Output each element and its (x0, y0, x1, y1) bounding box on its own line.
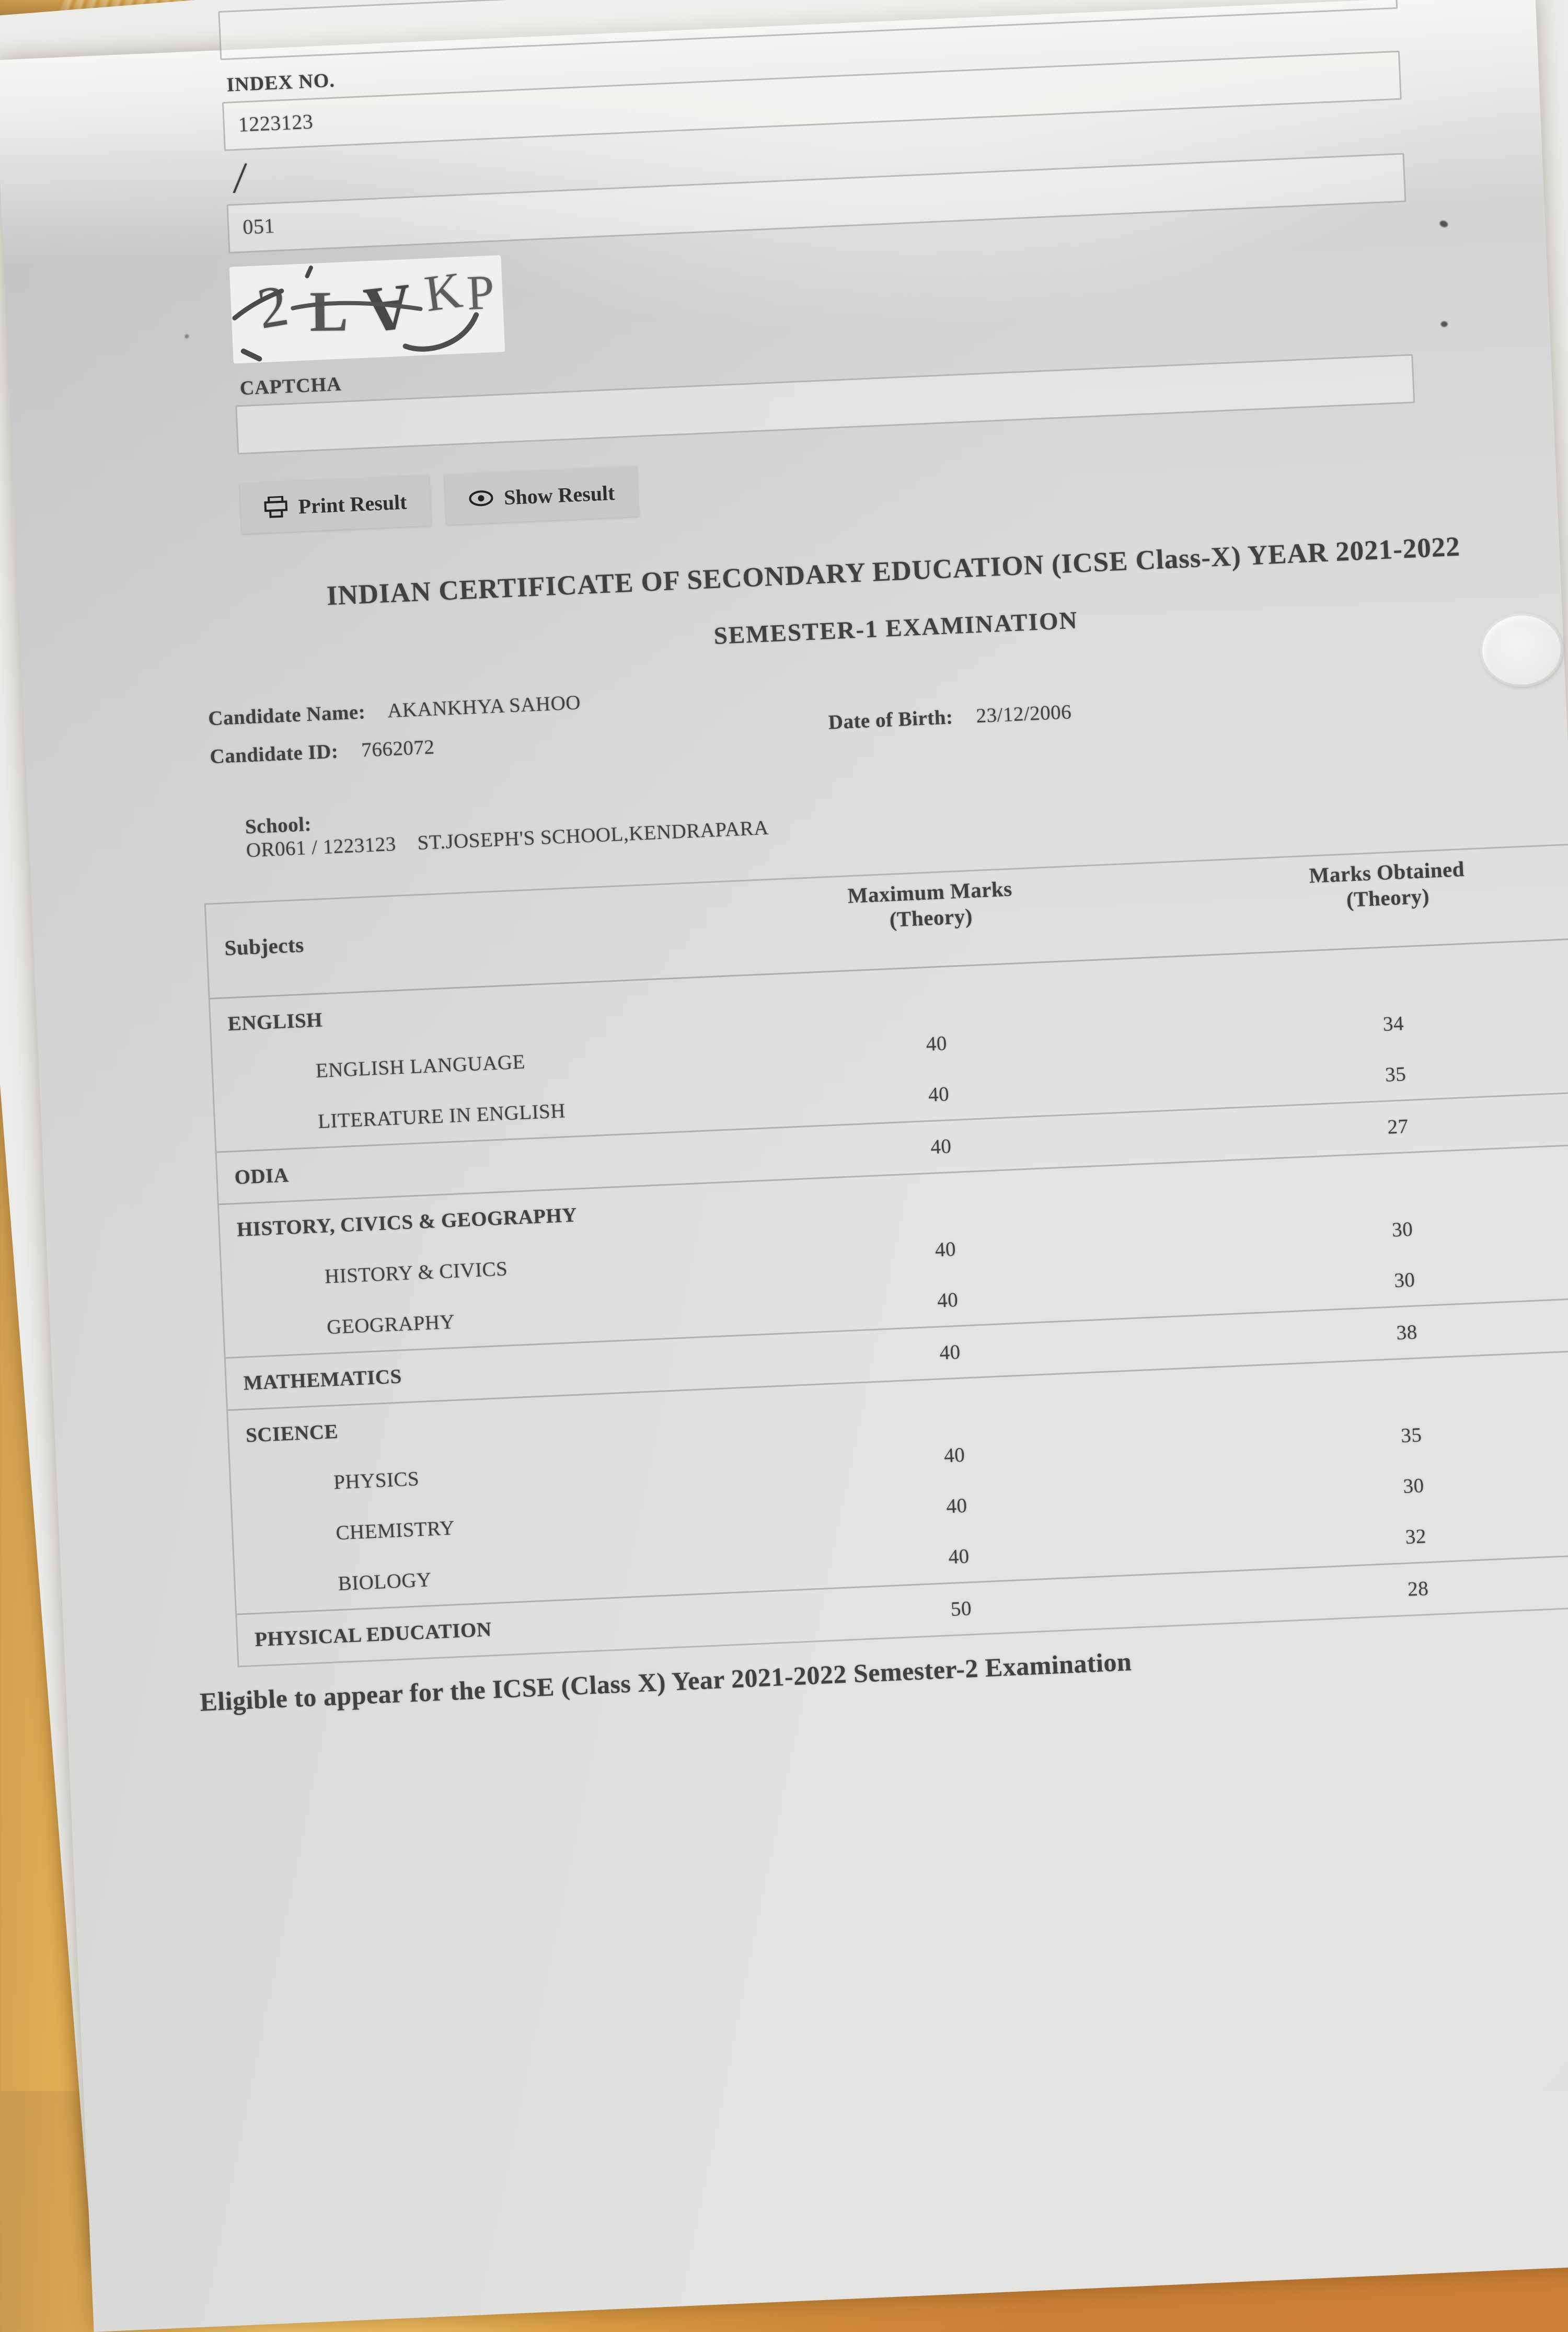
max-marks-cell: 40 (948, 1545, 970, 1569)
ink-speck (185, 334, 189, 339)
printer-icon (264, 496, 288, 518)
max-marks-cell (790, 1398, 1114, 1412)
captcha-image: 2 L A K P (229, 255, 505, 364)
marks-obtained-cell: 35 (1385, 1063, 1407, 1086)
header-subjects: Subjects (224, 932, 305, 960)
max-marks-cell: 40 (935, 1237, 956, 1261)
marks-obtained-cell (1208, 965, 1568, 981)
marks-obtained-cell: 35 (1400, 1423, 1423, 1448)
marks-obtained-cell: 27 (1387, 1115, 1409, 1139)
candidate-name-value: AKANKHYA SAHOO (387, 691, 581, 722)
marks-obtained-cell: 30 (1402, 1474, 1425, 1498)
candidate-id-label: Candidate ID: (209, 740, 339, 768)
index-separator: / (232, 152, 248, 203)
school-value: OR061 / 1223123 ST.JOSEPH'S SCHOOL,KENDR… (245, 816, 769, 862)
marks-obtained-cell: 30 (1393, 1268, 1416, 1292)
print-result-label: Print Result (297, 489, 408, 518)
form-buttons: Print Result Show Result (239, 432, 1419, 534)
search-form: INDEX NO. 1223123 / 051 2 L A K P CAPTCH… (218, 0, 1419, 534)
max-marks-cell (781, 1192, 1105, 1206)
max-marks-cell: 40 (939, 1340, 961, 1364)
max-marks-cell: 40 (946, 1494, 968, 1518)
print-result-button[interactable]: Print Result (239, 475, 431, 534)
candidate-id-value: 7662072 (361, 736, 435, 762)
max-marks-cell: 40 (943, 1443, 966, 1467)
marks-obtained-cell (1226, 1377, 1568, 1393)
marks-obtained-cell: 28 (1407, 1577, 1429, 1601)
marks-obtained-cell: 38 (1396, 1320, 1418, 1345)
max-marks-cell: 40 (928, 1083, 950, 1106)
school-label: School: (245, 812, 312, 838)
header-maximum-marks: Maximum Marks (Theory) (847, 876, 1013, 932)
printed-content: INDEX NO. 1223123 / 051 2 L A K P CAPTCH… (199, 0, 1568, 1717)
header-marks-obtained: Marks Obtained (Theory) (1308, 856, 1465, 912)
marks-table-body: ENGLISH ENGLISH LANGUAGE 40 34 LITERATURE IN… (210, 940, 1568, 1666)
dob-row: Date of Birth: 23/12/2006 (828, 700, 1072, 734)
marks-obtained-cell: 30 (1391, 1217, 1414, 1242)
candidate-name-label: Candidate Name: (207, 700, 366, 730)
max-marks-cell: 40 (930, 1135, 952, 1158)
dob-label: Date of Birth: (827, 706, 954, 734)
dob-value: 23/12/2006 (975, 700, 1072, 728)
max-marks-cell (773, 986, 1096, 1000)
captcha-noise-strokes (232, 265, 479, 362)
max-marks-cell: 40 (937, 1288, 959, 1312)
eye-icon (469, 490, 493, 507)
marks-obtained-cell: 34 (1382, 1012, 1404, 1036)
marks-obtained-cell: 32 (1404, 1525, 1427, 1548)
show-result-label: Show Result (503, 480, 616, 509)
marks-table: Subjects Maximum Marks (Theory) Marks Ob… (204, 843, 1568, 1668)
max-marks-cell: 50 (950, 1597, 972, 1621)
subject-cell: PHYSICAL EDUCATION (254, 1618, 492, 1651)
marks-obtained-cell (1217, 1171, 1568, 1187)
show-result-button[interactable]: Show Result (444, 466, 639, 525)
max-marks-cell: 40 (925, 1032, 948, 1056)
